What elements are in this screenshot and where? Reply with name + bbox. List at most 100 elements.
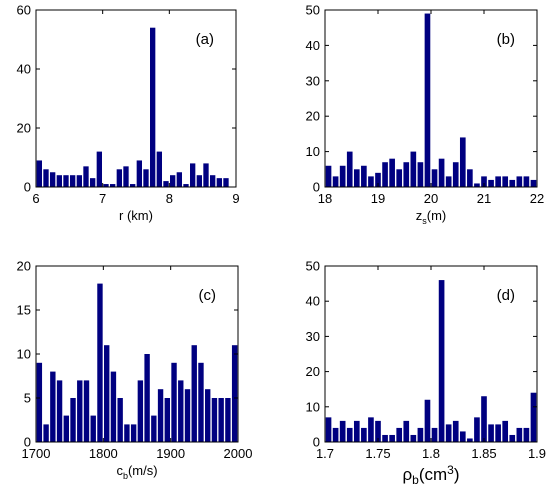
x-axis-label-superscript: 3 (447, 463, 454, 477)
histogram-bar (523, 176, 530, 187)
histogram-bar (361, 427, 367, 442)
x-axis-label: ρb(cm3) (402, 463, 459, 487)
panel-label: (d) (497, 287, 515, 304)
histogram-bar (474, 183, 480, 187)
histogram-bar (130, 184, 136, 187)
x-tick-label: 1.8 (422, 446, 440, 461)
histogram-bar (83, 166, 89, 187)
x-axis-label-unit: (m/s) (128, 463, 158, 478)
x-axis-label-subscript: b (123, 471, 128, 481)
y-tick-label: 0 (24, 180, 31, 195)
x-tick-label: 19 (371, 191, 385, 206)
histogram-bar (97, 283, 103, 442)
y-tick-label: 10 (306, 144, 320, 159)
histogram-bar (403, 162, 410, 187)
histogram-bar (332, 427, 339, 442)
y-tick-label: 0 (313, 435, 320, 450)
histogram-bar (50, 371, 56, 442)
x-tick-label: 1.7 (316, 446, 334, 461)
y-tick-label: 10 (17, 347, 31, 362)
x-tick-label: 9 (232, 191, 239, 206)
histogram-bar (382, 434, 388, 442)
histogram-bar (368, 417, 374, 442)
histogram-bar (56, 175, 62, 187)
histogram-bar (36, 362, 43, 442)
x-tick-label: 1700 (22, 446, 51, 461)
histogram-bar (63, 175, 69, 187)
histogram-bar (104, 345, 110, 442)
histogram-bar (171, 362, 177, 442)
histogram-bar (63, 415, 69, 442)
histogram-bar (509, 434, 516, 442)
histogram-bar (438, 158, 445, 187)
histogram-bar (218, 398, 224, 442)
histogram-bar (136, 160, 142, 187)
histogram-bar (375, 420, 381, 442)
y-tick-label: 20 (17, 259, 31, 274)
histogram-bar (50, 172, 56, 187)
histogram-bar (225, 398, 231, 442)
y-tick-label: 5 (24, 391, 31, 406)
histogram-bar (210, 175, 216, 187)
x-axis-label-main: ρ (402, 465, 412, 484)
histogram-bar (523, 427, 530, 442)
x-tick-label: 18 (318, 191, 332, 206)
histogram-bar (467, 438, 473, 442)
x-tick-label: 1800 (89, 446, 118, 461)
histogram-bar (530, 179, 537, 187)
histogram-bar (353, 420, 360, 442)
x-tick-label: 8 (166, 191, 173, 206)
histogram-bar (389, 158, 395, 187)
histogram-panel: 1700 1800 1900 2000 0 5 10 15 20 (c) cb(m/s) (17, 259, 253, 482)
histogram-bar (191, 345, 197, 442)
histogram-bar (117, 398, 123, 442)
histogram-bar (116, 169, 122, 187)
histogram-bar (353, 169, 360, 187)
histogram-bar (488, 424, 494, 442)
histogram-bar (424, 13, 431, 188)
histogram-bar (488, 179, 494, 187)
histogram-bar (502, 176, 509, 187)
y-tick-label: 10 (306, 399, 320, 414)
histogram-bar (361, 165, 367, 187)
histogram-bar (459, 431, 466, 442)
histogram-bar (339, 165, 346, 187)
panel-label: (a) (196, 31, 214, 48)
histogram-bar (509, 179, 516, 187)
x-axis-label-subscript: s (422, 216, 427, 226)
histogram-bar (396, 169, 403, 187)
histogram-bar (216, 178, 222, 187)
histogram-bar (190, 163, 196, 187)
histogram-bar (431, 427, 438, 442)
histogram-bar (184, 389, 191, 442)
histogram-bar (123, 166, 129, 187)
x-tick-label: 7 (99, 191, 106, 206)
histogram-panel: 18 19 20 21 22 0 10 20 30 40 50 (b) zs(m) (306, 3, 545, 227)
histogram-bar (223, 178, 229, 187)
x-tick-label: 2000 (224, 446, 253, 461)
histogram-bar (410, 434, 417, 442)
y-tick-label: 40 (306, 38, 320, 53)
histogram-bar (382, 162, 388, 187)
y-tick-label: 0 (24, 435, 31, 450)
x-tick-label: 1.85 (471, 446, 496, 461)
histogram-bar (183, 184, 189, 187)
histogram-bar (150, 27, 156, 188)
histogram-bar (368, 176, 374, 187)
histogram-bar (325, 165, 332, 187)
histogram-bar (157, 389, 164, 442)
y-tick-label: 0 (313, 180, 320, 195)
y-tick-label: 60 (17, 3, 31, 18)
histogram-bar (339, 420, 346, 442)
x-axis-label-subscript: b (412, 473, 419, 487)
y-tick-label: 20 (306, 109, 320, 124)
histogram-bar (530, 392, 537, 442)
histogram-bar (438, 280, 445, 442)
histogram-bar (452, 162, 459, 187)
histogram-bar (43, 169, 49, 187)
y-tick-label: 40 (17, 62, 31, 77)
y-tick-label: 50 (306, 3, 320, 18)
histogram-bar (70, 398, 76, 442)
histogram-bar (137, 380, 144, 442)
x-tick-label: 6 (32, 191, 39, 206)
